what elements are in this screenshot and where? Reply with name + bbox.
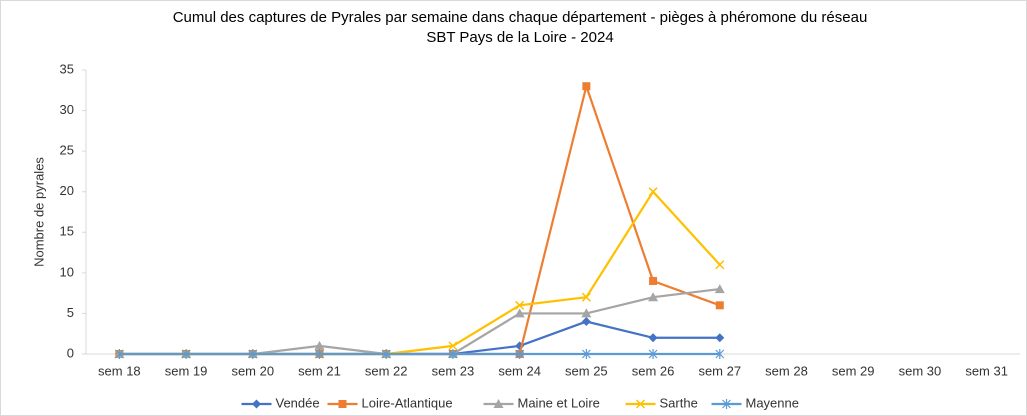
legend-marker [338, 400, 347, 408]
x-tick-label: sem 30 [899, 363, 942, 378]
point-marker [381, 349, 391, 359]
x-tick-label: sem 21 [298, 363, 341, 378]
point-marker [715, 349, 725, 359]
legend-marker [722, 399, 731, 409]
point-marker [315, 349, 324, 359]
legend-marker [252, 399, 261, 409]
y-tick-label: 0 [67, 345, 74, 360]
point-marker [649, 276, 658, 285]
point-marker [714, 284, 725, 294]
point-marker [715, 333, 725, 343]
x-tick-label: sem 25 [565, 363, 608, 378]
chart-subtitle: SBT Pays de la Loire - 2024 [426, 29, 613, 46]
point-marker [448, 341, 458, 351]
point-marker [715, 301, 724, 310]
legend-marker [493, 399, 504, 408]
x-tick-label: sem 23 [432, 363, 475, 378]
point-marker [515, 300, 525, 310]
x-tick-label: sem 24 [498, 363, 541, 378]
x-tick-label: sem 27 [698, 363, 741, 378]
point-marker [648, 292, 659, 302]
chart-title: Cumul des captures de Pyrales par semain… [173, 9, 868, 26]
x-tick-label: sem 22 [365, 363, 408, 378]
y-tick-label: 25 [60, 143, 74, 158]
legend-marker [635, 399, 646, 409]
point-marker [515, 349, 525, 359]
y-tick-label: 30 [60, 102, 74, 117]
point-marker [181, 349, 191, 359]
x-tick-label: sem 19 [165, 363, 208, 378]
point-marker [514, 308, 525, 318]
legend-label: Loire-Atlantique [362, 395, 453, 410]
point-marker [448, 349, 458, 359]
x-tick-label: sem 18 [98, 363, 141, 378]
x-tick-label: sem 26 [632, 363, 675, 378]
point-marker [715, 260, 725, 270]
x-tick-label: sem 20 [231, 363, 274, 378]
y-tick-label: 35 [60, 61, 74, 76]
point-marker [581, 308, 592, 318]
point-marker [581, 292, 591, 302]
point-marker [648, 349, 658, 359]
legend-label: Sarthe [660, 395, 698, 410]
point-marker [648, 187, 658, 197]
point-marker [648, 333, 658, 343]
point-marker [582, 82, 591, 91]
y-tick-label: 15 [60, 224, 74, 239]
y-axis-label: Nombre de pyrales [31, 157, 46, 267]
x-tick-label: sem 28 [765, 363, 808, 378]
legend-label: Mayenne [746, 395, 799, 410]
y-tick-label: 10 [60, 264, 74, 279]
point-marker [581, 349, 591, 359]
y-tick-label: 5 [67, 305, 74, 320]
x-tick-label: sem 29 [832, 363, 875, 378]
point-marker [114, 349, 124, 359]
x-tick-label: sem 31 [965, 363, 1008, 378]
point-marker [581, 317, 591, 327]
y-tick-label: 20 [60, 183, 74, 198]
point-marker [314, 340, 325, 350]
point-marker [248, 349, 258, 359]
legend-label: Vendée [276, 395, 320, 410]
legend-label: Maine et Loire [518, 395, 600, 410]
